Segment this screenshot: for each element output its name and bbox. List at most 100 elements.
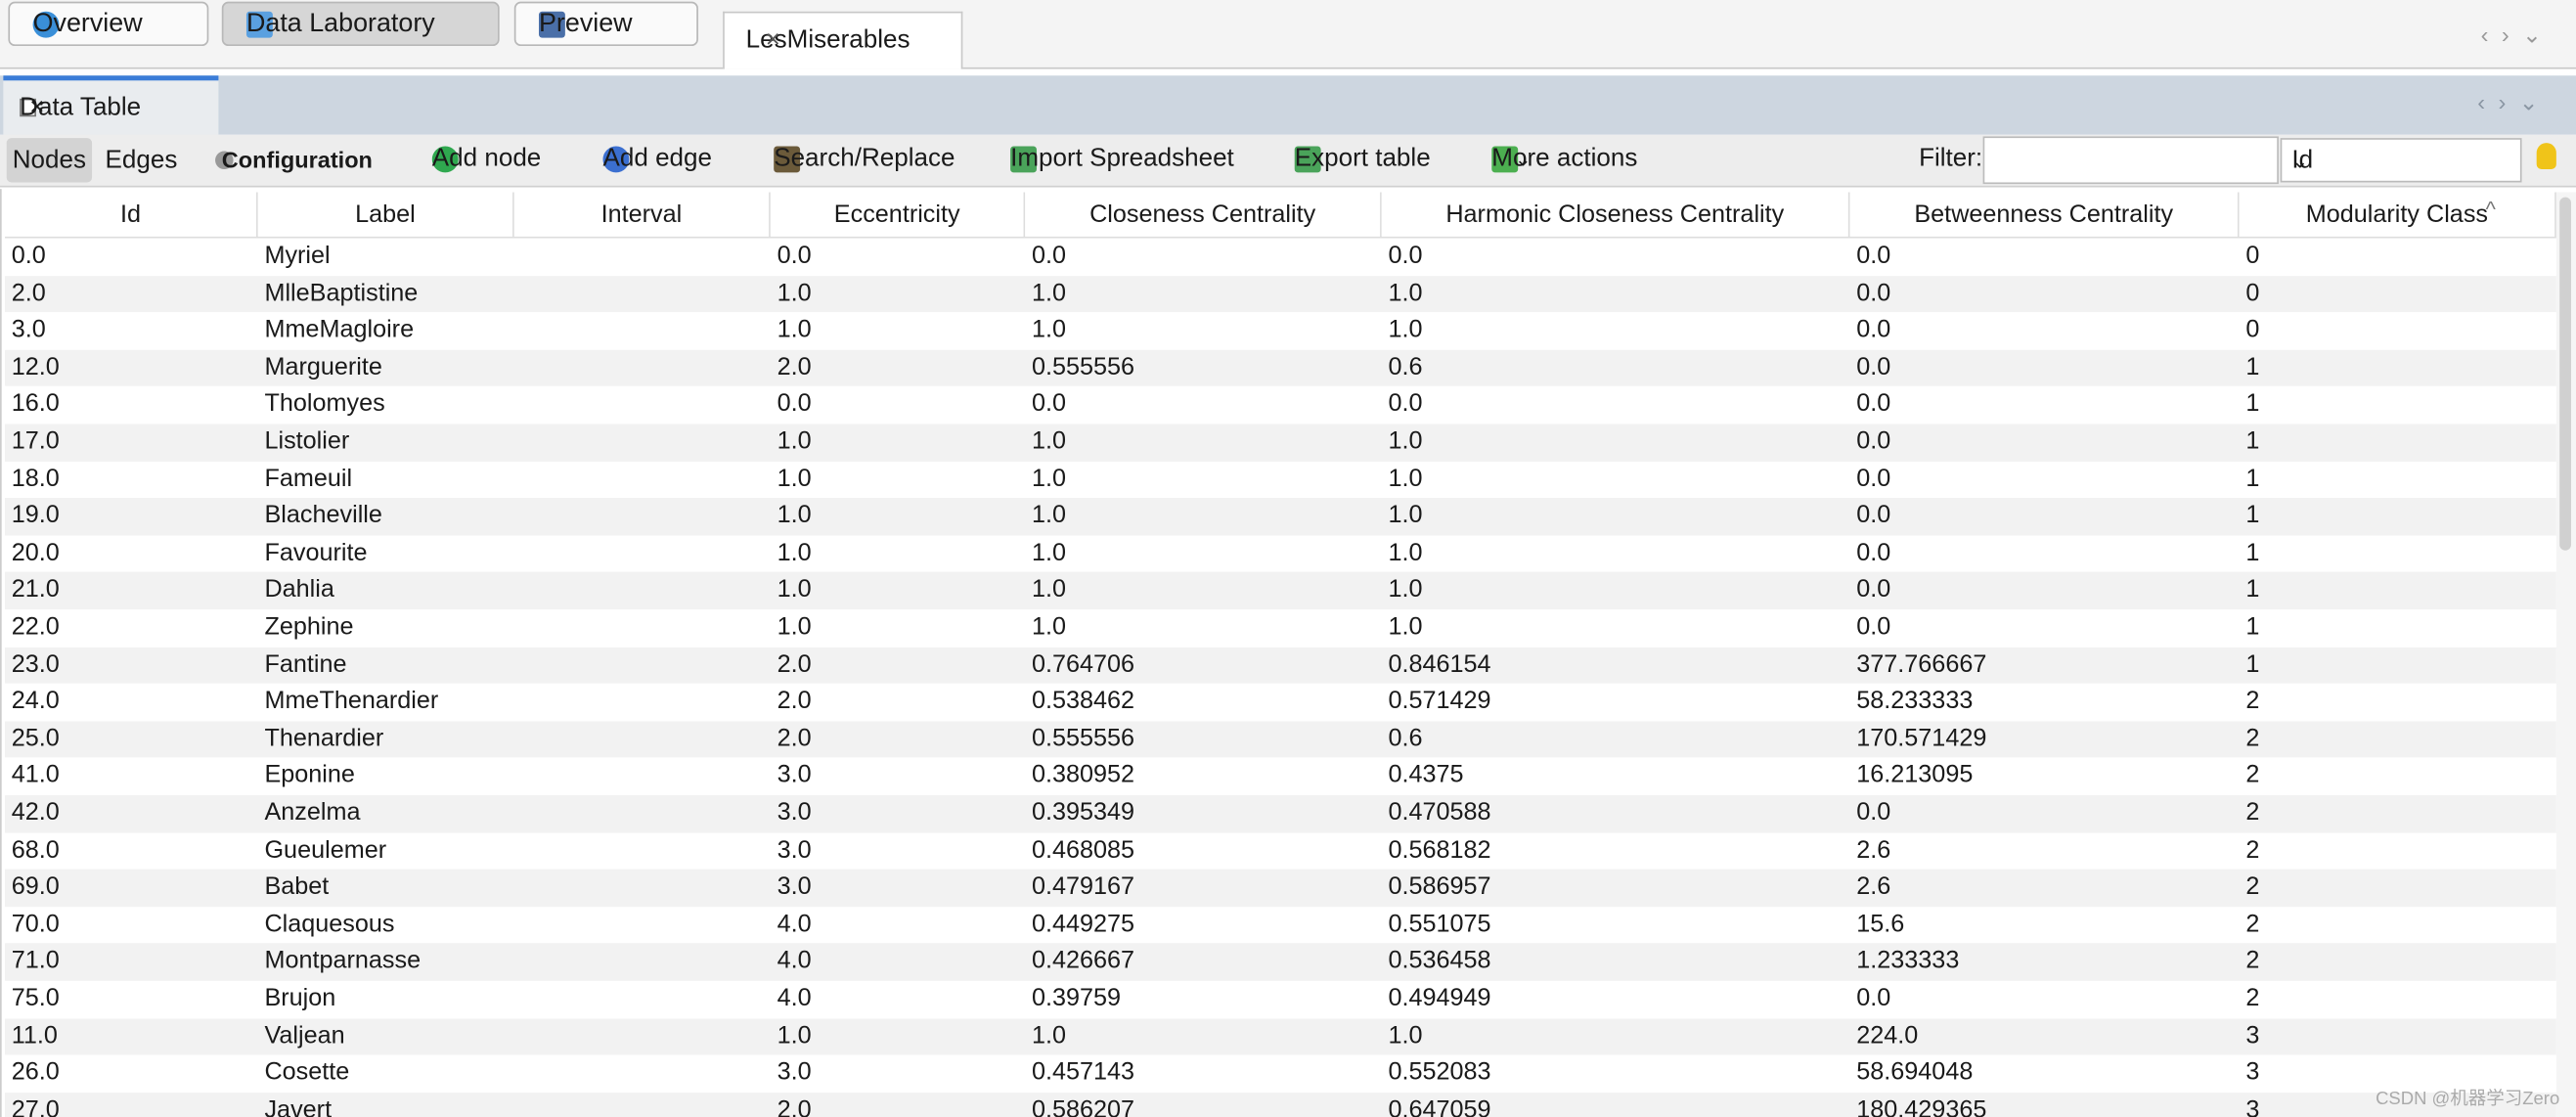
document-tab[interactable]: LesMiserables ×: [723, 11, 963, 69]
table-row[interactable]: [5, 275, 2556, 313]
column-header[interactable]: Interval: [513, 192, 771, 239]
table-row[interactable]: [5, 349, 2556, 387]
table-row[interactable]: [5, 609, 2556, 648]
label: Overview: [32, 9, 143, 37]
label: Add node: [431, 144, 542, 173]
toolbar-action[interactable]: Add node: [431, 141, 541, 177]
table-row[interactable]: [5, 721, 2556, 759]
table-cell: 0.494949: [1388, 984, 1491, 1012]
table-cell: 0.0: [1031, 389, 1066, 419]
table-row[interactable]: [5, 498, 2556, 536]
label: Search/Replace: [774, 144, 955, 173]
table-cell: 0.764706: [1031, 649, 1135, 679]
table-cell: 0.0: [1856, 389, 1891, 419]
table-cell: 0.426667: [1031, 947, 1135, 975]
table-cell: MlleBaptistine: [264, 278, 419, 307]
column-header[interactable]: Closeness Centrality: [1025, 192, 1382, 239]
perspective-button[interactable]: Preview: [513, 1, 698, 47]
table-cell: 69.0: [11, 872, 60, 901]
close: ×: [765, 25, 781, 55]
table-row[interactable]: [5, 461, 2556, 499]
table-row[interactable]: [5, 869, 2556, 907]
perspective-button[interactable]: Data Laboratory: [221, 1, 500, 47]
table-cell: 23.0: [11, 649, 60, 679]
table-row[interactable]: [5, 1017, 2556, 1055]
table-cell: 0.555556: [1031, 724, 1135, 753]
toolbar-action[interactable]: Export table: [1294, 141, 1431, 177]
table-row[interactable]: [5, 684, 2556, 722]
table-cell: 4.0: [777, 984, 812, 1012]
header-rule: [5, 236, 2556, 239]
table-row[interactable]: [5, 572, 2556, 610]
table-cell: 4.0: [777, 910, 812, 938]
filter-input[interactable]: [1982, 136, 2279, 185]
table-cell: [514, 424, 771, 461]
table-cell: [514, 1018, 771, 1055]
column-header[interactable]: Id: [5, 192, 258, 239]
configuration-button[interactable]: Configuration: [215, 141, 373, 177]
column-header[interactable]: Betweenness Centrality: [1849, 192, 2240, 239]
nav-arrows[interactable]: ‹›⌄: [2480, 21, 2555, 48]
table-cell: Marguerite: [264, 352, 382, 381]
column-header[interactable]: Label: [257, 192, 514, 239]
table-cell: 2.6: [1856, 872, 1891, 901]
table-row[interactable]: [5, 795, 2556, 833]
table-cell: 0.380952: [1031, 761, 1135, 789]
panel-tab-bar: [0, 75, 2576, 135]
table-cell: 0.555556: [1031, 352, 1135, 381]
panel-nav[interactable]: ‹›⌄: [2477, 88, 2552, 115]
table-cell: 0: [2245, 315, 2260, 344]
table-cell: 15.6: [1856, 910, 1905, 938]
column-header[interactable]: Eccentricity: [770, 192, 1026, 239]
table-row[interactable]: [5, 832, 2556, 870]
table-cell: 1.0: [1031, 1021, 1066, 1050]
table-row[interactable]: [5, 535, 2556, 573]
filter-column-select[interactable]: Id ⌄: [2280, 138, 2522, 183]
table-cell: 1.0: [1031, 464, 1066, 493]
table-cell: 1: [2245, 352, 2260, 381]
table-row[interactable]: [5, 312, 2556, 350]
toolbar-action[interactable]: Add edge: [602, 141, 712, 177]
hint-icon[interactable]: [2536, 143, 2556, 170]
table-row[interactable]: [5, 647, 2556, 685]
table-row[interactable]: [5, 386, 2556, 424]
table-row[interactable]: [5, 238, 2556, 276]
table-cell: 0.449275: [1031, 910, 1135, 938]
table-cell: [514, 498, 771, 535]
toolbar-action[interactable]: More actions ⌄: [1491, 141, 1637, 177]
nodes-button[interactable]: Nodes: [6, 138, 93, 183]
scrollbar-thumb[interactable]: [2559, 197, 2571, 551]
table-row[interactable]: [5, 424, 2556, 462]
table-cell: 0.647059: [1388, 1095, 1491, 1117]
icon: [245, 10, 273, 37]
table-cell: 0.6: [1388, 724, 1423, 753]
column-header[interactable]: Harmonic Closeness Centrality: [1381, 192, 1850, 239]
table-cell: 1: [2245, 575, 2260, 604]
table-row[interactable]: [5, 1054, 2556, 1093]
table-cell: 0.551075: [1388, 910, 1491, 938]
table-row[interactable]: [5, 1092, 2556, 1117]
table-row[interactable]: [5, 906, 2556, 944]
table-cell: 1.233333: [1856, 947, 1960, 975]
table-row[interactable]: [5, 943, 2556, 981]
table-cell: 0: [2245, 241, 2260, 270]
perspective-button[interactable]: Overview: [8, 1, 209, 47]
column-header[interactable]: Modularity Class: [2239, 192, 2556, 239]
edges-button[interactable]: Edges: [105, 146, 178, 175]
table-row[interactable]: [5, 758, 2556, 796]
toolbar-action[interactable]: Import Spreadsheet: [1010, 141, 1234, 177]
panel-tab[interactable]: Data Table ×: [3, 75, 219, 135]
table-cell: 1.0: [1388, 538, 1423, 567]
toolbar-action[interactable]: Search/Replace: [774, 141, 955, 177]
table-cell: [514, 276, 771, 313]
table-row[interactable]: [5, 980, 2556, 1018]
table-cell: [514, 609, 771, 647]
table-cell: 0.39759: [1031, 984, 1122, 1012]
table-cell: 0.395349: [1031, 798, 1135, 827]
icon: [538, 10, 565, 37]
label: Export table: [1294, 144, 1431, 173]
table-cell: 1.0: [1031, 575, 1066, 604]
table-cell: Favourite: [264, 538, 368, 567]
table-cell: 24.0: [11, 687, 60, 716]
table-cell: 1.0: [1031, 426, 1066, 456]
